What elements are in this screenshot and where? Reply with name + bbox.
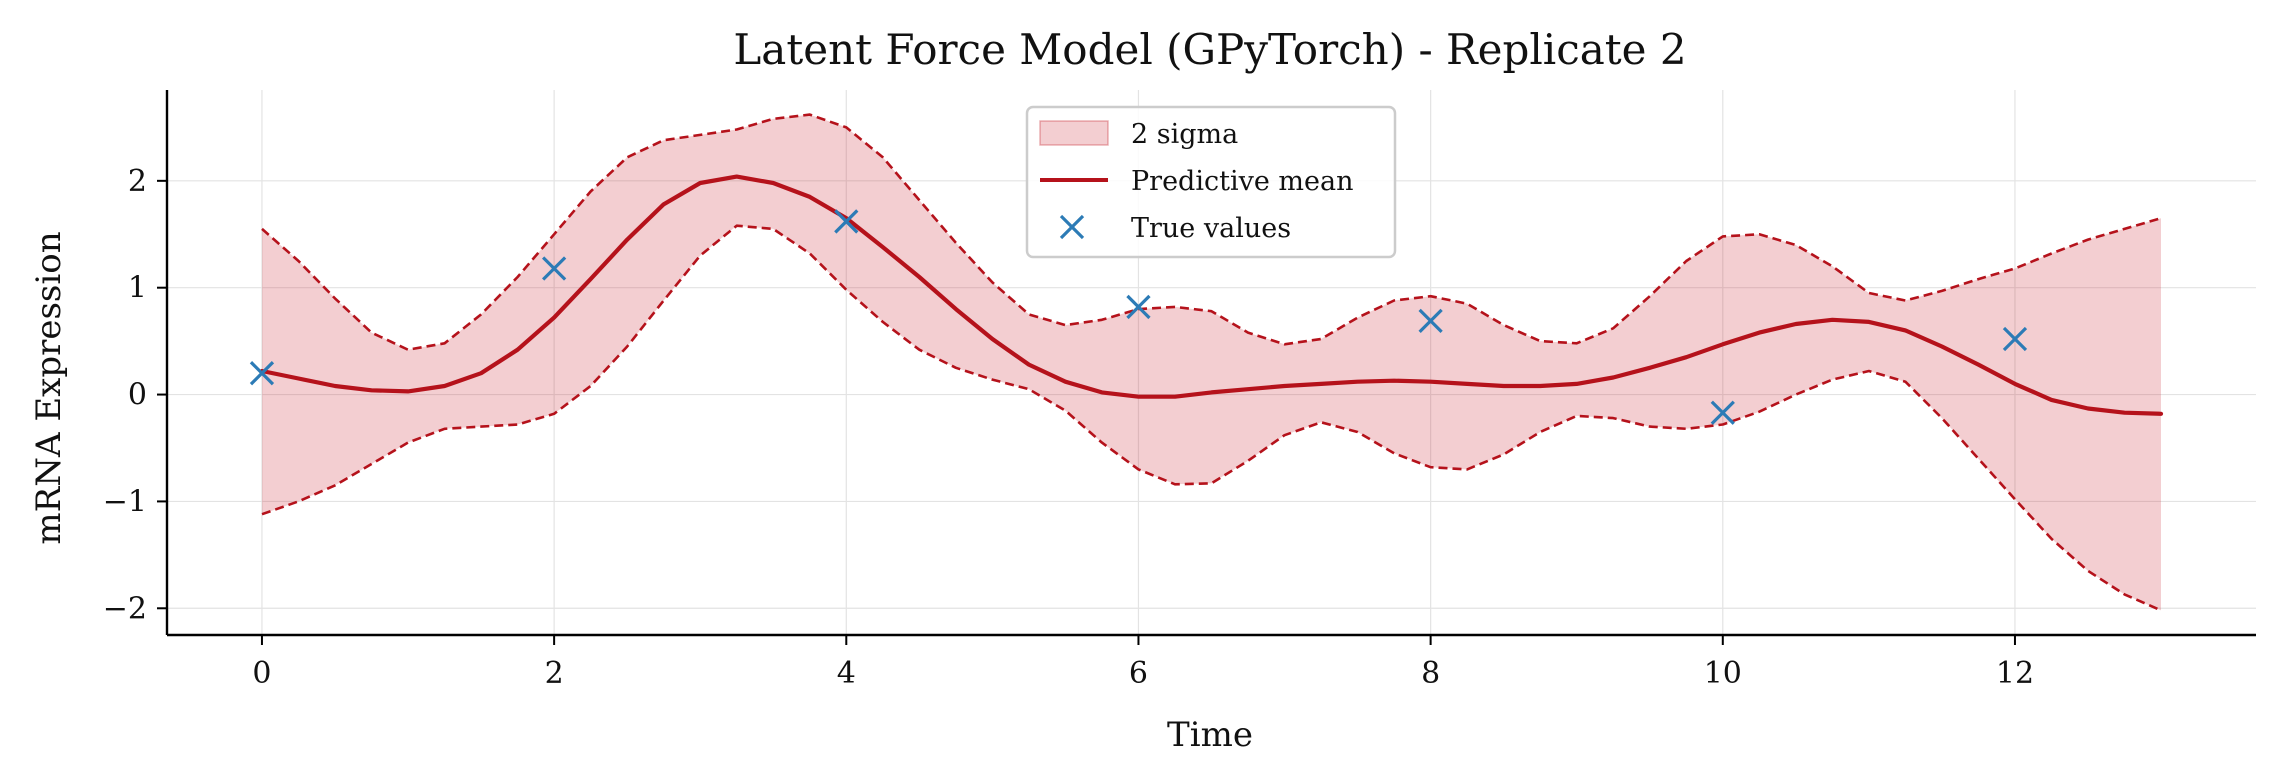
true-values-layer <box>249 209 2028 425</box>
x-tick-label: 2 <box>545 656 564 691</box>
legend-frame <box>1025 105 1397 259</box>
two-sigma-band-layer <box>261 113 2162 612</box>
true-value-marker <box>1418 308 1443 333</box>
y-tick-label: 1 <box>128 271 147 306</box>
predictive-mean-layer <box>259 174 2164 416</box>
y-ticks: −2 −1 0 1 2 <box>103 164 167 626</box>
true-value-marker <box>1126 294 1151 320</box>
legend: 2 sigma Predictive mean True values <box>1025 105 1397 259</box>
true-value-marker <box>2002 326 2028 352</box>
y-axis-label: mRNA Expression <box>29 231 69 544</box>
true-value-marker <box>834 209 859 234</box>
lower-bound-line <box>261 224 2162 612</box>
legend-mean-label: Predictive mean <box>1131 166 1353 197</box>
predictive-mean-line <box>259 174 2164 416</box>
x-tick-label: 12 <box>1996 656 2034 691</box>
y-tick-label: −2 <box>103 591 147 626</box>
grid <box>167 90 2256 635</box>
x-tick-label: 8 <box>1421 656 1440 691</box>
true-value-marker <box>541 256 567 281</box>
x-axis-label: Time <box>1167 715 1253 755</box>
x-tick-label: 4 <box>837 656 856 691</box>
chart-title: Latent Force Model (GPyTorch) - Replicat… <box>733 25 1686 74</box>
true-value-marker <box>1710 400 1735 425</box>
x-tick-label: 0 <box>252 656 271 691</box>
y-tick-label: 2 <box>128 164 147 199</box>
two-sigma-band <box>262 114 2161 611</box>
x-ticks: 0 2 4 6 8 10 12 <box>252 635 2034 691</box>
legend-marker-swatch <box>1059 214 1085 240</box>
legend-band-swatch <box>1039 120 1109 146</box>
true-value-marker <box>249 361 275 386</box>
y-tick-label: 0 <box>128 378 147 413</box>
legend-band-label: 2 sigma <box>1131 119 1238 150</box>
x-tick-label: 10 <box>1704 656 1742 691</box>
upper-bound-line <box>261 113 2162 351</box>
y-tick-label: −1 <box>103 484 147 519</box>
legend-markers-label: True values <box>1131 213 1291 244</box>
x-tick-label: 6 <box>1129 656 1148 691</box>
